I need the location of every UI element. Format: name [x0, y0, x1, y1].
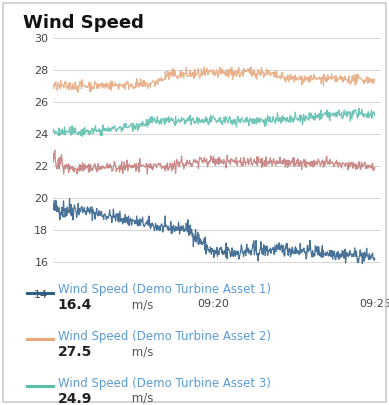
Text: 27.5: 27.5 — [58, 345, 92, 359]
Text: m/s: m/s — [128, 345, 153, 358]
Text: Wind Speed (Demo Turbine Asset 1): Wind Speed (Demo Turbine Asset 1) — [58, 284, 271, 296]
Text: m/s: m/s — [128, 298, 153, 311]
Text: 24.9: 24.9 — [58, 392, 92, 405]
Text: Wind Speed (Demo Turbine Asset 2): Wind Speed (Demo Turbine Asset 2) — [58, 330, 271, 343]
Text: 16.4: 16.4 — [58, 298, 92, 313]
Text: Wind Speed (Demo Turbine Asset 3): Wind Speed (Demo Turbine Asset 3) — [58, 377, 270, 390]
Text: Wind Speed: Wind Speed — [23, 14, 144, 32]
Text: m/s: m/s — [128, 392, 153, 405]
